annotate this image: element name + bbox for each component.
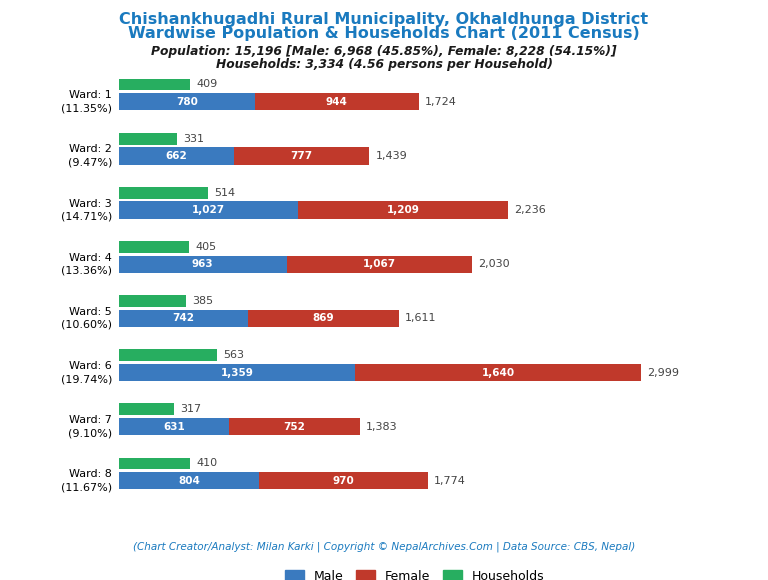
Bar	[119, 295, 186, 307]
Bar	[234, 147, 369, 165]
Bar	[119, 458, 190, 469]
Bar	[119, 349, 217, 361]
Text: 777: 777	[291, 151, 313, 161]
Bar	[119, 147, 234, 165]
Legend: Male, Female, Households: Male, Female, Households	[280, 565, 549, 580]
Bar	[119, 364, 356, 381]
Text: 2,236: 2,236	[514, 205, 546, 215]
Bar	[119, 93, 255, 110]
Text: 752: 752	[283, 422, 305, 432]
Text: 1,359: 1,359	[220, 368, 253, 378]
Text: 869: 869	[313, 313, 335, 324]
Bar	[119, 201, 298, 219]
Text: 1,067: 1,067	[362, 259, 396, 269]
Bar	[119, 418, 229, 436]
Text: 1,724: 1,724	[425, 97, 457, 107]
Text: 804: 804	[178, 476, 200, 486]
Bar	[298, 201, 508, 219]
Bar	[119, 78, 190, 90]
Bar	[286, 256, 472, 273]
Text: 662: 662	[166, 151, 187, 161]
Bar	[255, 93, 419, 110]
Text: 405: 405	[196, 242, 217, 252]
Text: 970: 970	[333, 476, 354, 486]
Bar	[248, 310, 399, 327]
Bar	[356, 364, 641, 381]
Text: Population: 15,196 [Male: 6,968 (45.85%), Female: 8,228 (54.15%)]: Population: 15,196 [Male: 6,968 (45.85%)…	[151, 45, 617, 58]
Text: 2,030: 2,030	[478, 259, 510, 269]
Bar	[119, 256, 286, 273]
Text: 1,640: 1,640	[482, 368, 515, 378]
Text: 331: 331	[183, 133, 204, 144]
Bar	[119, 187, 208, 199]
Text: 1,774: 1,774	[434, 476, 465, 486]
Text: 1,027: 1,027	[192, 205, 225, 215]
Text: 514: 514	[214, 188, 236, 198]
Bar	[119, 404, 174, 415]
Text: 385: 385	[192, 296, 214, 306]
Text: 1,611: 1,611	[406, 313, 437, 324]
Text: 780: 780	[176, 97, 198, 107]
Text: Households: 3,334 (4.56 persons per Household): Households: 3,334 (4.56 persons per Hous…	[216, 58, 552, 71]
Text: 410: 410	[197, 458, 217, 469]
Text: 1,209: 1,209	[386, 205, 419, 215]
Text: Chishankhugadhi Rural Municipality, Okhaldhunga District: Chishankhugadhi Rural Municipality, Okha…	[120, 12, 648, 27]
Text: 631: 631	[163, 422, 185, 432]
Text: 944: 944	[326, 97, 348, 107]
Text: 409: 409	[197, 79, 217, 89]
Text: Wardwise Population & Households Chart (2011 Census): Wardwise Population & Households Chart (…	[128, 26, 640, 41]
Text: 1,439: 1,439	[376, 151, 407, 161]
Text: 317: 317	[180, 404, 201, 414]
Bar	[119, 241, 190, 253]
Text: (Chart Creator/Analyst: Milan Karki | Copyright © NepalArchives.Com | Data Sourc: (Chart Creator/Analyst: Milan Karki | Co…	[133, 542, 635, 552]
Bar	[119, 310, 248, 327]
Bar	[119, 472, 259, 490]
Bar	[259, 472, 428, 490]
Bar	[229, 418, 359, 436]
Text: 563: 563	[223, 350, 244, 360]
Bar	[119, 133, 177, 144]
Text: 963: 963	[192, 259, 214, 269]
Text: 1,383: 1,383	[366, 422, 397, 432]
Text: 2,999: 2,999	[647, 368, 679, 378]
Text: 742: 742	[173, 313, 194, 324]
